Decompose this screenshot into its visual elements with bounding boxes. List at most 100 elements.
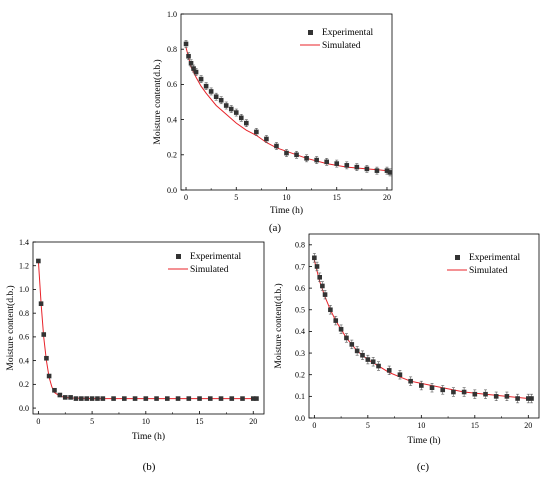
experimental-point: [322, 292, 328, 297]
experimental-point: [165, 396, 170, 401]
experimental-point: [354, 164, 360, 170]
experimental-point: [408, 378, 413, 384]
experimental-point: [526, 396, 531, 401]
y-tick-label: 0.1: [295, 392, 305, 401]
experimental-point: [387, 170, 393, 175]
experimental-point: [186, 396, 192, 401]
y-tick-label: 1.4: [19, 238, 29, 247]
experimental-point: [493, 394, 499, 399]
experimental-point: [57, 392, 63, 398]
y-axis-label: Moisture content(d.b.): [152, 59, 163, 144]
y-tick-label: 0.8: [19, 309, 29, 318]
x-axis-label: Time (h): [270, 205, 303, 216]
y-tick-label: 0.0: [295, 414, 305, 423]
experimental-point: [244, 120, 249, 126]
experimental-point: [41, 332, 47, 337]
legend-label-simulated: Simulated: [322, 41, 361, 51]
experimental-point: [314, 264, 320, 269]
experimental-point: [370, 359, 376, 365]
experimental-point: [472, 391, 478, 397]
panel-caption: (a): [269, 222, 282, 234]
x-axis-label: Time (h): [132, 431, 165, 442]
x-tick-label: 5: [366, 421, 370, 430]
experimental-point: [207, 396, 213, 401]
experimental-point: [324, 159, 329, 165]
experimental-point: [89, 396, 95, 401]
experimental-point: [208, 89, 214, 94]
x-tick-label: 5: [90, 417, 94, 426]
experimental-point: [529, 396, 534, 401]
panel-c: 0 5 10 15 20 0.0 0.1 0.2 0.3 0.4 0.5 0.6 0.7 0.8 Time …: [273, 233, 540, 473]
y-tick-label: 0.4: [295, 327, 305, 336]
legend-label-experimental: Experimental: [190, 252, 242, 262]
y-axis-label: Moisture content(d.b.): [273, 283, 284, 368]
experimental-point: [95, 396, 100, 401]
x-tick-label: 0: [36, 417, 40, 426]
experimental-point: [213, 94, 219, 100]
legend-label-simulated: Simulated: [190, 265, 229, 275]
experimental-point: [334, 161, 340, 166]
legend-marker-experimental: [308, 30, 313, 35]
x-axis-label: Time (h): [407, 435, 440, 446]
experimental-point: [354, 348, 360, 354]
experimental-point: [284, 150, 289, 156]
experimental-point: [429, 385, 435, 390]
experimental-point: [397, 372, 403, 378]
experimental-point: [218, 97, 224, 103]
experimental-point: [229, 396, 235, 401]
y-tick-label: 1.0: [19, 285, 29, 294]
experimental-point: [344, 335, 349, 341]
experimental-point: [364, 166, 370, 172]
experimental-point: [218, 396, 224, 401]
experimental-point: [79, 396, 84, 401]
experimental-point: [384, 168, 390, 173]
panel-caption: (b): [143, 461, 156, 473]
legend-label-simulated: Simulated: [469, 266, 508, 276]
y-tick-label: 0.8: [295, 241, 305, 250]
y-tick-label: 0.4: [19, 356, 29, 365]
simulated-line: [37, 260, 257, 400]
y-tick-label: 0.0: [167, 186, 177, 195]
experimental-point: [193, 69, 199, 75]
experimental-point: [360, 352, 365, 358]
experimental-point: [317, 274, 322, 280]
legend-marker-experimental: [455, 255, 460, 260]
experimental-point: [312, 255, 317, 261]
experimental-point: [254, 396, 259, 401]
experimental-point: [36, 258, 41, 264]
experimental-point: [451, 389, 456, 395]
x-tick-label: 0: [184, 193, 188, 202]
experimental-point: [198, 76, 204, 82]
y-tick-label: 0.3: [295, 349, 305, 358]
experimental-point: [349, 342, 355, 347]
experimental-point: [274, 143, 279, 149]
y-tick-label: 0.0: [19, 404, 29, 413]
experimental-point: [233, 110, 239, 115]
experimental-point: [143, 396, 149, 401]
experimental-point: [73, 396, 79, 401]
experimental-point: [515, 396, 520, 401]
panel-b: 0 5 10 15 20 0.0 0.2 0.4 0.6 0.8 1.0 1.2 1.4 Time (h)…: [5, 238, 265, 473]
experimental-point: [191, 66, 196, 71]
y-tick-label: 0.6: [295, 284, 305, 293]
experimental-point: [186, 53, 191, 59]
x-tick-label: 5: [234, 193, 238, 202]
experimental-point: [238, 115, 244, 121]
y-axis-label: Moisture content(d.b.): [5, 285, 16, 370]
y-tick-label: 0.6: [19, 333, 29, 342]
experimental-point: [264, 136, 269, 142]
experimental-point: [320, 283, 325, 289]
experimental-point: [44, 355, 49, 361]
experimental-point: [344, 163, 350, 168]
experimental-point: [175, 396, 181, 401]
experimental-point: [376, 363, 381, 369]
y-tick-label: 0.2: [295, 371, 305, 380]
experimental-point: [38, 301, 44, 306]
x-tick-label: 0: [312, 421, 316, 430]
y-tick-label: 0.5: [295, 306, 305, 315]
experimental-point: [62, 395, 68, 400]
y-tick-label: 1.2: [19, 262, 29, 271]
x-tick-label: 20: [524, 421, 532, 430]
panel-caption: (c): [417, 461, 430, 473]
